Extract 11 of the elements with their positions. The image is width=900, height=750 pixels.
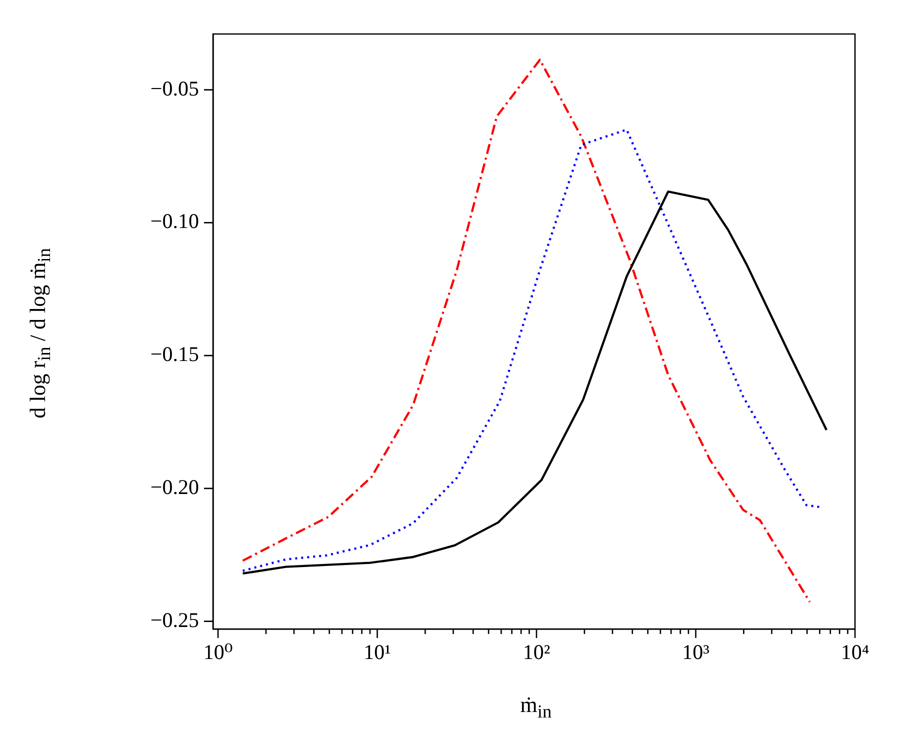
y-tick-label: −0.25 [150, 608, 199, 632]
x-tick-label: 10² [522, 640, 550, 664]
x-axis-title: ṁ$_{in}$ [519, 692, 553, 722]
x-tick-label: 10³ [682, 640, 710, 664]
y-tick-label: −0.20 [150, 474, 199, 499]
x-tick-label: 10⁴ [840, 640, 870, 664]
y-tick-label: −0.10 [150, 209, 199, 234]
y-tick-label: −0.15 [150, 342, 199, 366]
x-tick-label: 10¹ [364, 640, 391, 664]
y-tick-label: −0.05 [150, 76, 199, 100]
x-tick-label: 10⁰ [203, 640, 233, 664]
